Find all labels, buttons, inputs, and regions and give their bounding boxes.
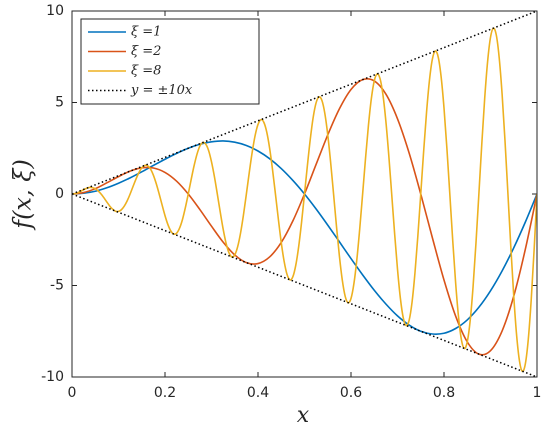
plot-frame [71, 10, 538, 378]
x-tick-label: 0.2 [154, 385, 176, 401]
x-tick-label: 0.4 [247, 385, 269, 401]
series-line [72, 11, 537, 195]
series-line [72, 193, 537, 377]
y-tick-label: -5 [50, 278, 64, 294]
legend-box [80, 18, 260, 105]
y-tick-label: 5 [55, 95, 64, 111]
y-axis-label: f(x, ξ) [9, 159, 37, 231]
y-tick-label: 10 [46, 3, 64, 19]
legend-label: y = ±10x [130, 83, 193, 98]
x-tick-label: 1 [533, 385, 542, 401]
legend-label: ξ =8 [131, 64, 161, 79]
x-axis-label: x [297, 403, 310, 428]
series-line [72, 27, 537, 373]
x-tick-label: 0.6 [340, 385, 362, 401]
x-tick-label: 0.8 [433, 385, 455, 401]
legend-label: ξ =2 [131, 44, 161, 59]
series-layer [72, 11, 537, 377]
x-tick-label: 0 [68, 385, 77, 401]
legend-label: ξ =1 [131, 25, 161, 40]
y-tick-label: 0 [55, 186, 64, 202]
y-tick-label: -10 [41, 369, 64, 385]
